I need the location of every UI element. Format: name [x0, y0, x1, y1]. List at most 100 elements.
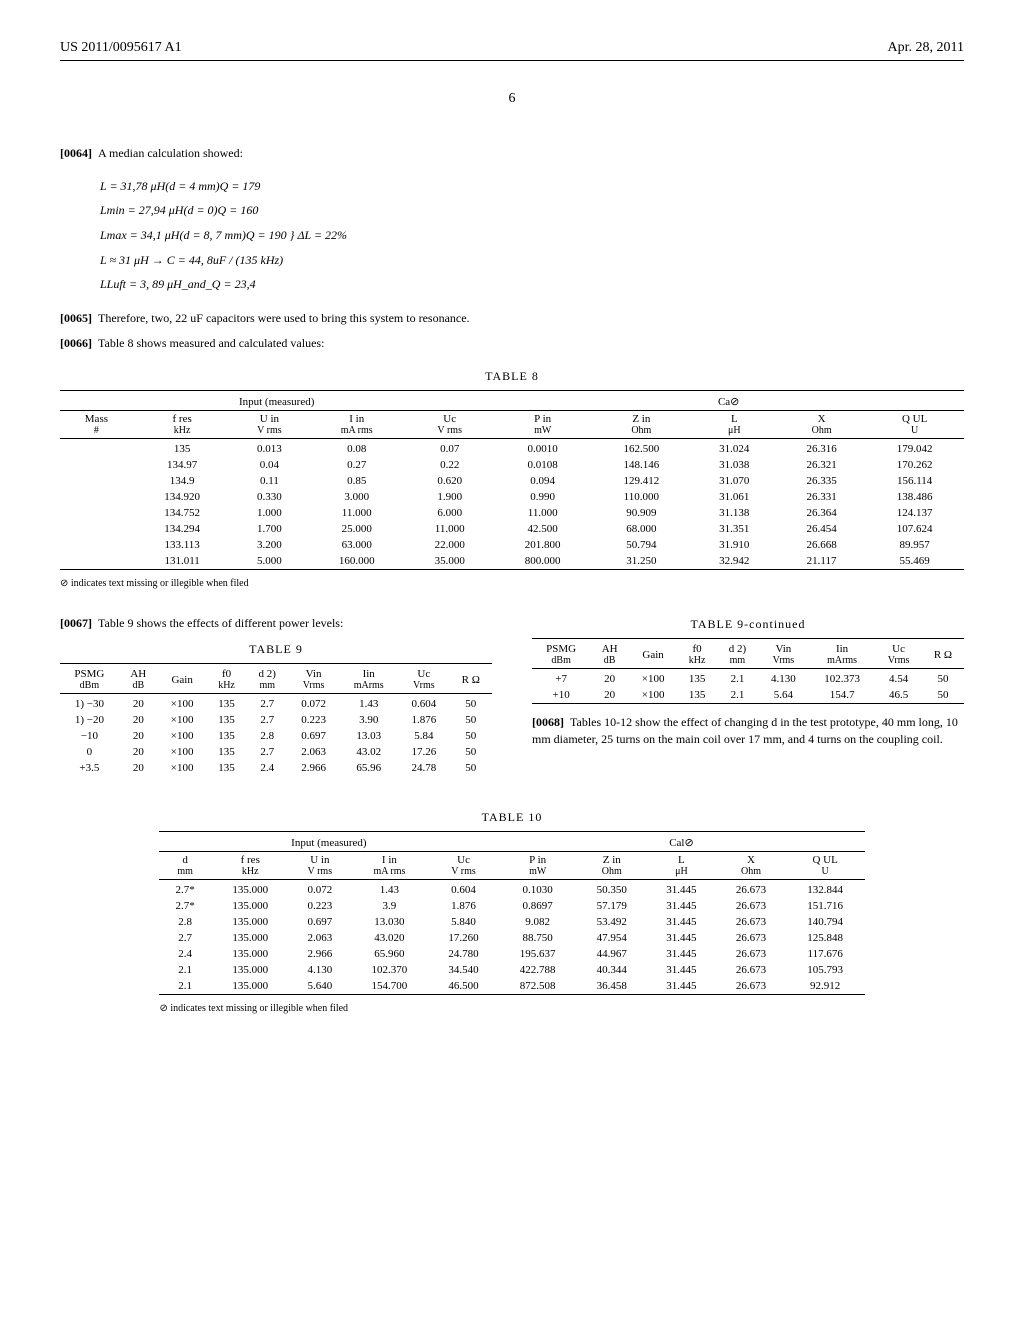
math-l1: L = 31,78 μH(d = 4 mm)Q = 179 — [100, 176, 492, 198]
pub-date: Apr. 28, 2011 — [888, 40, 964, 56]
table-cell: 26.364 — [778, 505, 865, 521]
table-cell: 0.11 — [231, 473, 307, 489]
table-cell: 26.673 — [716, 978, 786, 995]
col-header: LμH — [647, 852, 717, 880]
table-cell: 156.114 — [865, 473, 964, 489]
table-cell: 2.4 — [247, 760, 288, 776]
col-header: dmm — [159, 852, 210, 880]
table-cell: 2.966 — [290, 946, 351, 962]
mid-section: [0067] Table 9 shows the effects of diff… — [60, 607, 964, 780]
table-cell: +3.5 — [60, 760, 119, 776]
table-cell: 1.43 — [339, 696, 398, 712]
table-cell: 0.04 — [231, 457, 307, 473]
table-cell — [60, 489, 133, 505]
table-cell: 50 — [450, 744, 492, 760]
table-cell: 31.445 — [647, 978, 717, 995]
table-cell: 170.262 — [865, 457, 964, 473]
col-header: PSMGdBm — [532, 641, 590, 669]
table-cell: 1.876 — [398, 712, 449, 728]
col-header: I inmA rms — [350, 852, 429, 880]
col-header: f0kHz — [206, 666, 246, 694]
table-cell: 162.500 — [592, 441, 691, 457]
table-cell: 57.179 — [577, 898, 647, 914]
table-cell: ×100 — [629, 687, 677, 704]
table-cell: 160.000 — [307, 553, 406, 570]
table-cell: 102.373 — [809, 671, 875, 687]
table10-group-cal: Cal⊘ — [498, 834, 864, 852]
table-cell: 125.848 — [786, 930, 865, 946]
table-cell: 44.967 — [577, 946, 647, 962]
table-cell: 46.500 — [429, 978, 499, 995]
col-header: IinmArms — [339, 666, 398, 694]
table-cell: 47.954 — [577, 930, 647, 946]
table9c-body: +720×1001352.14.130102.3734.5450+1020×10… — [532, 671, 964, 704]
table-cell: 9.082 — [498, 914, 577, 930]
table-cell: 53.492 — [577, 914, 647, 930]
table-cell: 17.260 — [429, 930, 499, 946]
col-header: P inmW — [493, 411, 592, 439]
table-cell: 40.344 — [577, 962, 647, 978]
table-cell: 31.250 — [592, 553, 691, 570]
table-cell: 179.042 — [865, 441, 964, 457]
table-cell: 2.7 — [247, 696, 288, 712]
table-row: −1020×1001352.80.69713.035.8450 — [60, 728, 492, 744]
table-cell: ×100 — [158, 744, 207, 760]
pub-number: US 2011/0095617 A1 — [60, 40, 182, 56]
table-cell: 17.26 — [398, 744, 449, 760]
para-0065: [0065] Therefore, two, 22 uF capacitors … — [60, 310, 492, 327]
col-header: Gain — [629, 641, 677, 669]
table-cell: 1.900 — [406, 489, 493, 505]
table8-title: TABLE 8 — [60, 369, 964, 384]
table-cell: 138.486 — [865, 489, 964, 505]
table-cell: 2.7 — [159, 930, 210, 946]
para-0064: [0064] A median calculation showed: — [60, 145, 492, 162]
table-cell: +7 — [532, 671, 590, 687]
table-cell: 43.02 — [339, 744, 398, 760]
table-cell: 117.676 — [786, 946, 865, 962]
table-cell: 50 — [922, 671, 964, 687]
table-cell: 42.500 — [493, 521, 592, 537]
col-header: UcV rms — [429, 852, 499, 880]
table-cell: 32.942 — [691, 553, 778, 570]
table-cell: 26.673 — [716, 930, 786, 946]
col-header: AHdB — [590, 641, 629, 669]
table-cell: 26.335 — [778, 473, 865, 489]
table-cell: 1.876 — [429, 898, 499, 914]
table-cell: 36.458 — [577, 978, 647, 995]
table-cell: 22.000 — [406, 537, 493, 553]
table-cell: 6.000 — [406, 505, 493, 521]
col-header: P inmW — [498, 852, 577, 880]
table-cell: 0.223 — [288, 712, 339, 728]
col-header: IinmArms — [809, 641, 875, 669]
table-cell: 26.321 — [778, 457, 865, 473]
table-cell: 110.000 — [592, 489, 691, 505]
col-header: Z inOhm — [577, 852, 647, 880]
table-cell: 195.637 — [498, 946, 577, 962]
table-cell — [60, 457, 133, 473]
table-cell: 132.844 — [786, 882, 865, 898]
table-cell: 0.27 — [307, 457, 406, 473]
table10-title: TABLE 10 — [60, 810, 964, 825]
table-row: 2.7*135.0000.0721.430.6040.103050.35031.… — [159, 882, 864, 898]
table-row: 2.1135.0005.640154.70046.500872.50836.45… — [159, 978, 864, 995]
table8-header-row: Mass#f reskHzU inV rmsI inmA rmsUcV rmsP… — [60, 411, 964, 439]
table-row: 2.8135.0000.69713.0305.8409.08253.49231.… — [159, 914, 864, 930]
col-header: VinVrms — [758, 641, 809, 669]
table-row: +1020×1001352.15.64154.746.550 — [532, 687, 964, 704]
table-cell: 1) −20 — [60, 712, 119, 728]
para-num: [0064] — [60, 146, 92, 160]
table-cell: 26.331 — [778, 489, 865, 505]
math-l4: L ≈ 31 μH → C = 44, 8uF / (135 kHz) — [100, 250, 492, 272]
table-cell: 148.146 — [592, 457, 691, 473]
table8-group-input: Input (measured) — [60, 393, 493, 411]
table8: Input (measured) Ca⊘ Mass#f reskHzU inV … — [60, 390, 964, 572]
table9-title: TABLE 9 — [60, 642, 492, 657]
table-cell: 102.370 — [350, 962, 429, 978]
table-cell: 50.794 — [592, 537, 691, 553]
table-cell: 2.8 — [247, 728, 288, 744]
table-cell: 31.138 — [691, 505, 778, 521]
table-cell: 46.5 — [875, 687, 922, 704]
col-header: d 2)mm — [717, 641, 758, 669]
table-cell: 135.000 — [211, 914, 290, 930]
table-row: 134.2941.70025.00011.00042.50068.00031.3… — [60, 521, 964, 537]
